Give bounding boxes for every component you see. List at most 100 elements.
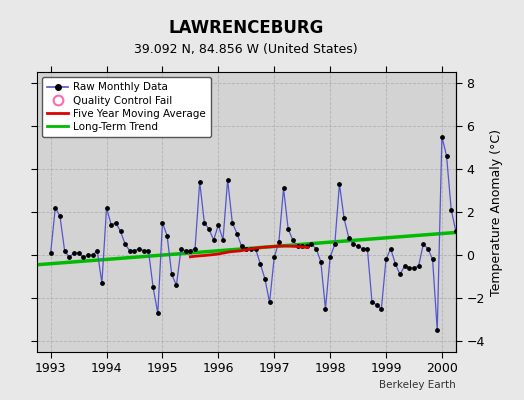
Point bbox=[391, 260, 399, 267]
Point bbox=[219, 237, 227, 243]
Point bbox=[74, 250, 83, 256]
Point bbox=[265, 299, 274, 306]
Point bbox=[363, 246, 372, 252]
Point bbox=[498, 198, 507, 204]
Point bbox=[466, 239, 474, 245]
Point bbox=[135, 246, 144, 252]
Point bbox=[284, 226, 292, 232]
Point bbox=[461, 237, 470, 243]
Point bbox=[503, 224, 511, 230]
Text: LAWRENCEBURG: LAWRENCEBURG bbox=[169, 19, 324, 37]
Point bbox=[214, 222, 223, 228]
Point bbox=[349, 241, 357, 248]
Y-axis label: Temperature Anomaly (°C): Temperature Anomaly (°C) bbox=[490, 128, 503, 296]
Point bbox=[261, 276, 269, 282]
Point bbox=[144, 248, 152, 254]
Point bbox=[340, 215, 348, 222]
Point bbox=[475, 241, 483, 248]
Point bbox=[237, 243, 246, 250]
Point bbox=[60, 248, 69, 254]
Point bbox=[205, 226, 213, 232]
Point bbox=[93, 248, 102, 254]
Point bbox=[447, 207, 455, 213]
Point bbox=[233, 230, 241, 237]
Point bbox=[242, 246, 250, 252]
Point bbox=[84, 252, 92, 258]
Point bbox=[303, 243, 311, 250]
Point bbox=[312, 246, 320, 252]
Point bbox=[479, 297, 488, 304]
Point bbox=[228, 220, 236, 226]
Point bbox=[89, 252, 97, 258]
Point bbox=[405, 265, 413, 271]
Point bbox=[414, 263, 423, 269]
Point bbox=[424, 246, 432, 252]
Point bbox=[79, 254, 88, 260]
Point bbox=[494, 241, 502, 248]
Point bbox=[358, 246, 367, 252]
Point bbox=[279, 185, 288, 192]
Point bbox=[321, 306, 330, 312]
Point bbox=[172, 282, 181, 288]
Point bbox=[247, 246, 255, 252]
Point bbox=[433, 327, 441, 334]
Point bbox=[168, 271, 176, 278]
Point bbox=[107, 222, 115, 228]
Point bbox=[316, 258, 325, 265]
Point bbox=[195, 179, 204, 185]
Point bbox=[223, 176, 232, 183]
Point bbox=[256, 260, 265, 267]
Legend: Raw Monthly Data, Quality Control Fail, Five Year Moving Average, Long-Term Tren: Raw Monthly Data, Quality Control Fail, … bbox=[42, 77, 211, 137]
Point bbox=[521, 228, 524, 234]
Point bbox=[177, 246, 185, 252]
Point bbox=[191, 246, 199, 252]
Point bbox=[139, 248, 148, 254]
Point bbox=[270, 254, 278, 260]
Point bbox=[452, 228, 460, 234]
Point bbox=[484, 274, 493, 280]
Point bbox=[56, 213, 64, 220]
Point bbox=[354, 243, 362, 250]
Point bbox=[438, 134, 446, 140]
Point bbox=[471, 241, 479, 248]
Point bbox=[112, 220, 120, 226]
Point bbox=[307, 241, 315, 248]
Point bbox=[163, 232, 171, 239]
Text: Berkeley Earth: Berkeley Earth bbox=[379, 380, 456, 390]
Point bbox=[489, 276, 497, 282]
Point bbox=[116, 228, 125, 234]
Point bbox=[210, 237, 218, 243]
Point bbox=[65, 254, 73, 260]
Point bbox=[326, 254, 334, 260]
Point bbox=[345, 235, 353, 241]
Point bbox=[186, 248, 194, 254]
Point bbox=[512, 222, 521, 228]
Point bbox=[200, 220, 209, 226]
Point bbox=[419, 241, 428, 248]
Point bbox=[508, 226, 516, 232]
Point bbox=[373, 302, 381, 308]
Point bbox=[70, 250, 78, 256]
Point bbox=[387, 246, 395, 252]
Point bbox=[410, 265, 418, 271]
Point bbox=[293, 243, 302, 250]
Point bbox=[158, 220, 167, 226]
Point bbox=[47, 250, 55, 256]
Point bbox=[121, 241, 129, 248]
Point bbox=[382, 256, 390, 262]
Point bbox=[154, 310, 162, 316]
Point bbox=[429, 256, 437, 262]
Point bbox=[456, 232, 465, 239]
Point bbox=[97, 280, 106, 286]
Point bbox=[400, 263, 409, 269]
Point bbox=[149, 284, 157, 290]
Point bbox=[442, 153, 451, 159]
Point bbox=[368, 299, 376, 306]
Point bbox=[396, 271, 404, 278]
Point bbox=[335, 181, 344, 187]
Point bbox=[130, 248, 139, 254]
Point bbox=[289, 237, 297, 243]
Point bbox=[517, 224, 524, 230]
Point bbox=[377, 306, 386, 312]
Point bbox=[252, 246, 260, 252]
